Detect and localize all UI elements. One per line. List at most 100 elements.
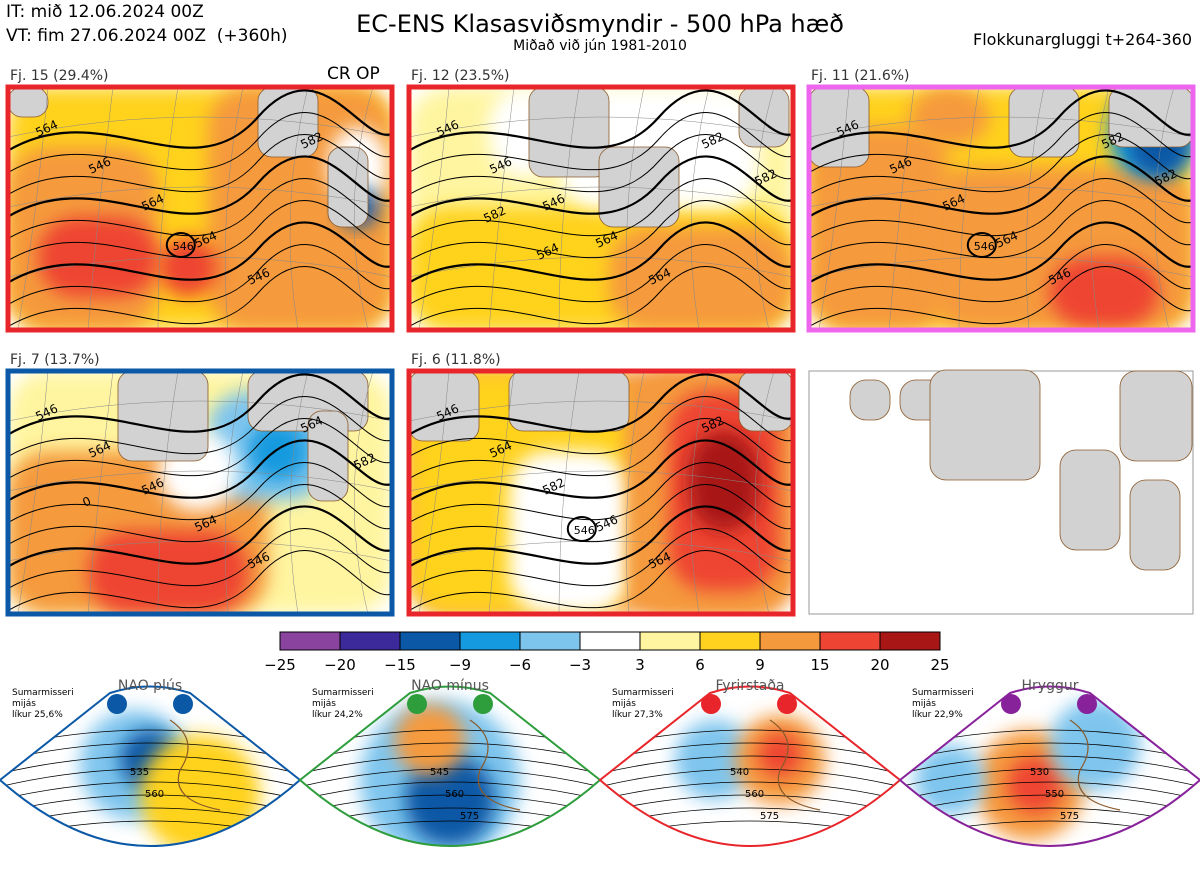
anomaly-area <box>405 755 495 845</box>
window-label: Flokkunargluggi t+264-360 <box>973 30 1192 49</box>
colorbar-swatch <box>279 631 341 651</box>
colorbar-swatch <box>879 631 941 651</box>
height-contour <box>600 781 900 803</box>
height-contour <box>409 505 793 569</box>
colorbar-swatch <box>399 631 461 651</box>
colorbar-swatch <box>819 631 881 651</box>
regime-dot <box>701 694 721 714</box>
regime-dot <box>1001 694 1021 714</box>
regime-name: NAO mínus <box>411 678 489 694</box>
land-mass <box>1008 87 1080 158</box>
meridian-line <box>353 371 374 614</box>
regime-season: Sumarmisseri <box>912 688 974 698</box>
panel-border <box>806 84 1196 333</box>
low-center-label: 546 <box>974 240 995 253</box>
regime-border <box>298 685 602 847</box>
colorbar-tick-label: 6 <box>695 656 705 674</box>
regime-2: 545 560 575 NAO mínus Sumarmisserimijáslíkur… <box>298 678 602 847</box>
meridian-line <box>418 87 450 330</box>
height-contour <box>409 134 793 196</box>
meridian-line <box>558 87 580 330</box>
height-contour <box>409 221 793 285</box>
panel-tag: CR OP <box>327 64 380 84</box>
height-contour <box>409 266 793 328</box>
height-contour <box>8 462 392 524</box>
meridian-line <box>958 87 980 330</box>
land-mass <box>929 369 1041 481</box>
height-contour <box>409 155 793 219</box>
contour-label: 560 <box>745 789 764 800</box>
height-contour <box>409 418 793 480</box>
regime-dot <box>173 694 193 714</box>
parallel-line <box>809 116 1193 138</box>
meridian-line <box>353 87 374 330</box>
meridian-line <box>289 87 309 330</box>
land-mass <box>849 379 891 421</box>
parallel-line <box>409 116 793 138</box>
meridian-line <box>157 87 179 330</box>
meridian-line <box>818 87 850 330</box>
meridian-line <box>87 371 114 614</box>
low-center <box>966 231 997 258</box>
height-contour <box>600 768 900 790</box>
regime-frequency: mijás <box>612 699 636 709</box>
height-contour <box>900 768 1200 790</box>
height-contour <box>409 484 793 546</box>
meridian-line <box>488 87 515 330</box>
parallel-line <box>409 186 793 208</box>
regime-3: 540 560 575 Fyrirstaða Sumarmisserimijáslíku… <box>598 678 902 847</box>
anomaly-area <box>1007 757 1063 813</box>
height-contour <box>809 134 1193 196</box>
height-contour <box>809 155 1193 219</box>
anomaly-area <box>809 127 949 330</box>
meridian-line <box>289 371 309 614</box>
colorbar-tick-label: −25 <box>264 656 296 674</box>
regime-name: Hryggur <box>1022 678 1079 694</box>
land-mass <box>409 371 480 442</box>
anomaly-area <box>38 217 158 297</box>
colorbar-swatch <box>519 631 581 651</box>
regime-frequency: mijás <box>12 699 36 709</box>
height-contour <box>8 418 392 480</box>
height-contour <box>809 244 1193 306</box>
meridian-line <box>558 371 580 614</box>
colorbar-swatch <box>639 631 701 651</box>
contour-label: 550 <box>1045 789 1064 800</box>
land-mass <box>738 87 790 148</box>
coastline <box>469 719 521 811</box>
height-contour <box>409 396 793 458</box>
parallel-line <box>409 400 793 422</box>
height-contour <box>8 178 392 240</box>
regime-dot <box>473 694 493 714</box>
regime-season: Sumarmisseri <box>612 688 674 698</box>
low-center <box>566 515 597 542</box>
meridian-line <box>1154 87 1175 330</box>
height-contour <box>8 134 392 196</box>
height-contour <box>409 462 793 524</box>
low-center-label: 546 <box>173 240 194 253</box>
parallel-line <box>8 470 392 492</box>
parallel-line <box>8 186 392 208</box>
contour-label: 575 <box>1060 811 1079 822</box>
height-contour <box>8 200 392 262</box>
height-contour <box>409 178 793 240</box>
panel-border <box>5 368 395 617</box>
height-contour <box>809 221 1193 285</box>
height-contour <box>409 112 793 174</box>
land-mass <box>809 87 870 168</box>
regime-probability: líkur 22,9% <box>912 710 963 720</box>
height-contour <box>409 439 793 503</box>
coastline <box>769 719 821 811</box>
regime-frequency: mijás <box>912 699 936 709</box>
contour-label: 540 <box>730 767 749 778</box>
colorbar-swatch <box>339 631 401 651</box>
height-contour <box>809 178 1193 240</box>
regime-name: NAO plús <box>118 678 182 694</box>
regime-season: Sumarmisseri <box>12 688 74 698</box>
colorbar-tick-label: −15 <box>384 656 416 674</box>
anomaly-area <box>1050 700 1140 790</box>
height-contour <box>8 112 392 174</box>
